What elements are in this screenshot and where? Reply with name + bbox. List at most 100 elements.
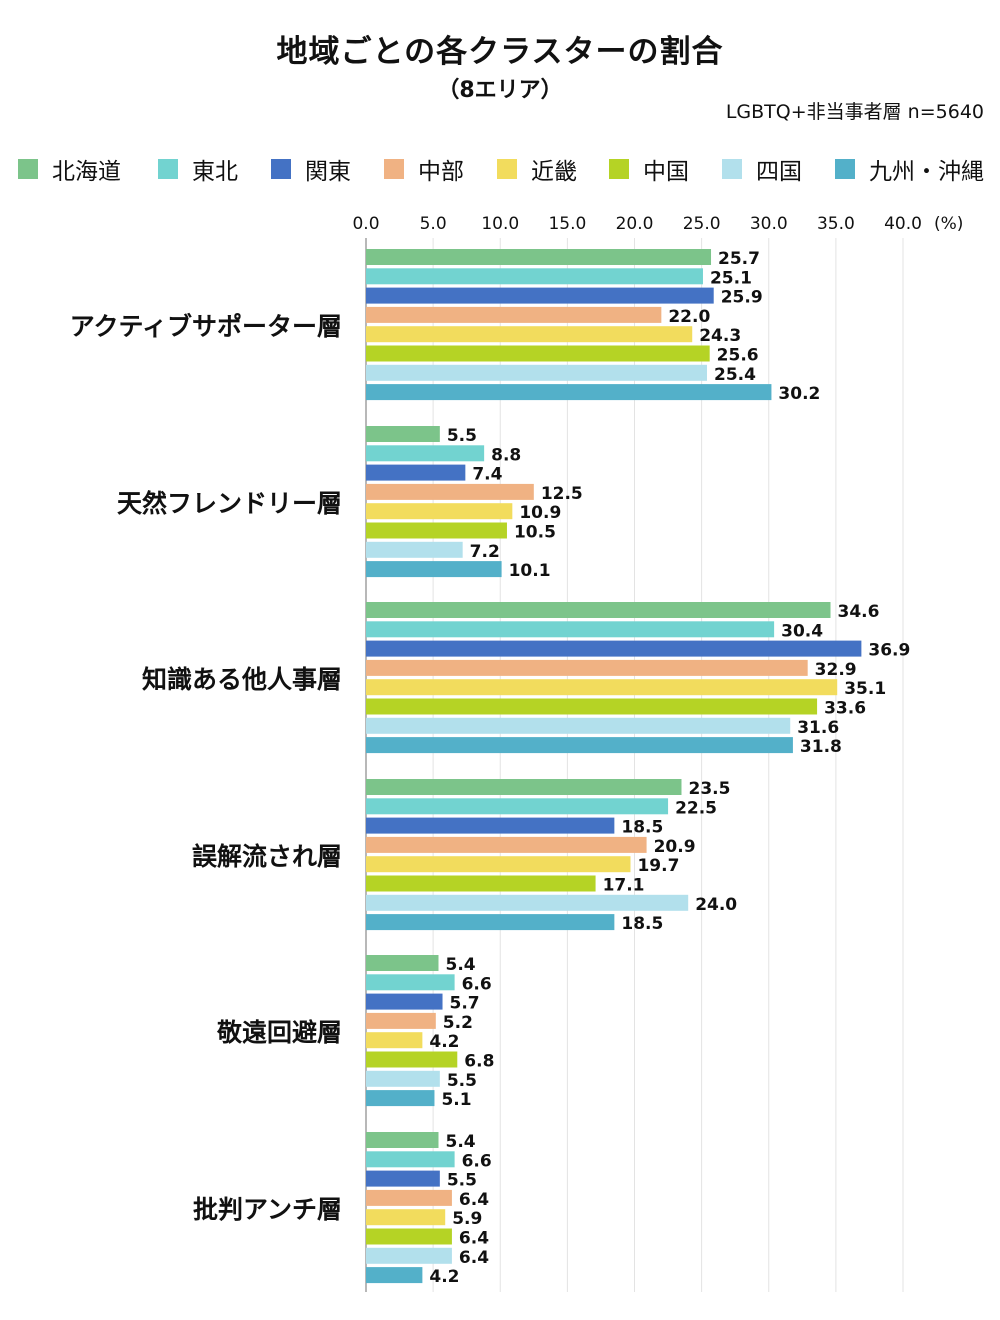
legend-swatch (384, 159, 404, 179)
bar (366, 561, 502, 578)
bar (366, 955, 439, 971)
bar (366, 345, 710, 362)
bar (366, 779, 682, 795)
bar (366, 1132, 439, 1148)
category-label: 批判アンチ層 (193, 1195, 342, 1224)
bar (366, 894, 689, 911)
bar-value-label: 6.6 (462, 1151, 492, 1171)
category-label: 知識ある他人事層 (142, 665, 342, 694)
category-label: 敬遠回避層 (216, 1018, 342, 1047)
bar-value-label: 35.1 (844, 679, 886, 699)
bar-value-label: 6.4 (459, 1229, 489, 1249)
bar-value-label: 5.9 (452, 1209, 482, 1229)
bar (366, 875, 596, 892)
bar-value-label: 33.6 (824, 699, 866, 719)
chart-subtitle: （8エリア） (437, 78, 563, 103)
bar-value-label: 34.6 (838, 602, 880, 622)
bar-value-label: 25.6 (717, 346, 759, 366)
bar-value-label: 10.5 (514, 523, 556, 543)
legend-item: 中部 (384, 152, 464, 186)
x-tick-label: 35.0 (817, 214, 855, 234)
bar (366, 287, 714, 304)
bar (366, 602, 831, 618)
bar-value-label: 20.9 (654, 837, 696, 857)
bar-value-label: 6.8 (464, 1052, 494, 1072)
bar-value-label: 5.5 (447, 1171, 477, 1191)
bar (366, 541, 463, 558)
bar (366, 817, 615, 834)
bar-value-label: 25.9 (721, 288, 763, 308)
bar-value-label: 5.2 (443, 1013, 473, 1033)
bar-value-label: 4.2 (429, 1267, 459, 1287)
bar (366, 1051, 458, 1068)
bar (366, 268, 703, 285)
bar (366, 836, 647, 853)
bar-value-label: 12.5 (541, 484, 583, 504)
bar (366, 1070, 440, 1087)
bar-value-label: 30.2 (778, 384, 820, 404)
legend-item: 北海道 (18, 152, 121, 186)
bar (366, 483, 534, 500)
bar (366, 464, 466, 481)
bar (366, 717, 791, 734)
bar-value-label: 25.7 (718, 249, 760, 269)
bar (366, 306, 662, 323)
category-label: アクティブサポーター層 (70, 312, 342, 341)
sample-note: LGBTQ+非当事者層 n=5640 (725, 101, 984, 123)
x-tick-label: 5.0 (420, 214, 447, 234)
bar (366, 737, 793, 754)
x-tick-label: 40.0 (884, 214, 922, 234)
legend-swatch (835, 159, 855, 179)
bar-value-label: 6.6 (462, 974, 492, 994)
x-tick-label: 15.0 (548, 214, 586, 234)
bar-value-label: 25.4 (714, 365, 756, 385)
bar (366, 1090, 435, 1107)
bar (366, 1170, 440, 1187)
legend-item: 近畿 (497, 152, 577, 186)
legend-swatch (722, 159, 742, 179)
bar-value-label: 25.1 (710, 268, 752, 288)
bar-value-label: 7.2 (470, 542, 500, 562)
bar-value-label: 5.7 (450, 994, 480, 1014)
bar (366, 1209, 446, 1226)
bar-value-label: 17.1 (603, 876, 645, 896)
bar-value-label: 7.4 (472, 465, 502, 485)
legend-item: 中国 (609, 152, 689, 186)
bar-value-label: 4.2 (429, 1032, 459, 1052)
bar (366, 974, 455, 991)
bar (366, 503, 513, 520)
x-tick-label: 20.0 (616, 214, 654, 234)
legend-swatch (18, 159, 38, 179)
category-label: 天然フレンドリー層 (117, 489, 342, 518)
bar-value-label: 18.5 (621, 818, 663, 838)
x-unit-label: (%) (934, 214, 963, 234)
legend-label: 中国 (643, 159, 689, 185)
bar-value-label: 10.9 (519, 503, 561, 523)
x-tick-label: 25.0 (683, 214, 721, 234)
bar-value-label: 22.0 (668, 307, 710, 327)
bar-value-label: 8.8 (491, 445, 521, 465)
bar (366, 384, 772, 401)
bar (366, 993, 443, 1010)
bar-value-label: 22.5 (675, 798, 717, 818)
bar (366, 798, 669, 815)
bar (366, 640, 862, 657)
chart-title: 地域ごとの各クラスターの割合 (276, 34, 724, 70)
bar (366, 659, 808, 676)
bar-value-label: 5.4 (445, 1132, 475, 1152)
legend-label: 九州・沖縄 (869, 159, 984, 185)
bar (366, 1247, 452, 1264)
bar (366, 522, 507, 539)
bar (366, 1032, 423, 1049)
bar-value-label: 5.4 (445, 955, 475, 975)
bar-value-label: 31.8 (800, 737, 842, 757)
bar-value-label: 5.5 (447, 426, 477, 446)
bar-value-label: 10.1 (509, 561, 551, 581)
legend-swatch (271, 159, 291, 179)
legend-label: 東北 (192, 159, 238, 185)
bar (366, 426, 440, 442)
legend: 北海道 東北 関東 中部 近畿 中国 四国 九州・沖縄 (18, 152, 993, 186)
bar-value-label: 24.3 (699, 326, 741, 346)
legend-item: 関東 (271, 152, 351, 186)
